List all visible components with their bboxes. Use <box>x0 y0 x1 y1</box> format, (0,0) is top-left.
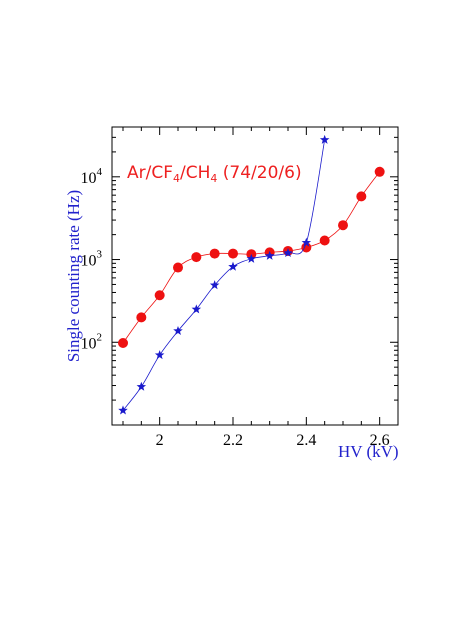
series-0-point-6 <box>228 248 238 259</box>
series-0-point-1 <box>136 312 147 323</box>
gas-mixture-annotation: Ar/CF4/CH4 (74/20/6) <box>127 163 302 185</box>
series-1-point-7 <box>246 253 257 263</box>
y-tick-label: 102 <box>81 331 103 352</box>
series-1-point-3 <box>173 325 183 335</box>
series-1-point-0 <box>118 405 128 415</box>
series-layer <box>118 134 385 415</box>
series-1-point-2 <box>154 350 165 360</box>
y-tick-label: 104 <box>81 166 103 187</box>
series-1-point-5 <box>209 280 220 290</box>
x-tick-label: 2.4 <box>296 432 316 449</box>
x-tick-label: 2.6 <box>370 432 390 449</box>
plot-frame <box>111 126 399 426</box>
series-0-point-4 <box>191 252 202 263</box>
y-axis-ticks: 102 103 104 <box>81 136 398 401</box>
series-1-point-6 <box>228 261 238 271</box>
series-1-point-11 <box>319 134 330 144</box>
series-1-point-10 <box>301 237 312 247</box>
series-0-point-13 <box>356 191 367 202</box>
series-0-point-14 <box>374 166 385 177</box>
series-0-point-5 <box>209 248 220 259</box>
x-tick-label: 2 <box>156 432 164 449</box>
series-0-point-10 <box>301 242 312 253</box>
series-1-point-1 <box>136 381 147 391</box>
series-0-point-0 <box>118 337 128 348</box>
y-tick-label: 103 <box>81 249 103 270</box>
series-1-point-8 <box>264 250 275 260</box>
x-axis-ticks: 2 2.2 2.4 2.6 <box>122 127 399 449</box>
series-1-point-9 <box>283 247 293 258</box>
y-axis-label: Single counting rate (Hz) <box>64 190 83 362</box>
x-axis-label: HV (kV) <box>338 442 399 461</box>
series-0-point-11 <box>319 235 330 246</box>
series-0-point-12 <box>338 220 348 231</box>
series-1-point-4 <box>191 304 202 314</box>
series-0-point-3 <box>173 262 183 273</box>
series-0-point-2 <box>154 290 165 301</box>
x-tick-label: 2.2 <box>223 432 243 449</box>
